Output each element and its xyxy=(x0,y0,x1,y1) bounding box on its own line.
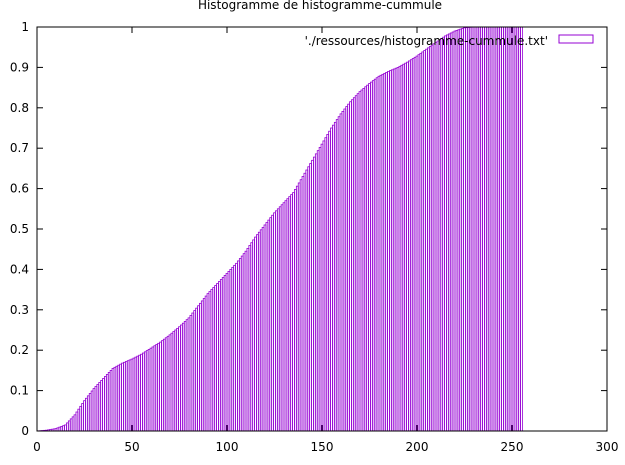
legend-label: './ressources/histogramme-cummule.txt' xyxy=(305,34,548,48)
x-tick-label: 200 xyxy=(406,440,429,454)
x-tick-label: 50 xyxy=(124,440,139,454)
y-tick-label: 0.1 xyxy=(10,384,29,398)
bar-series xyxy=(38,27,523,431)
chart-title: Histogramme de histogramme-cummule xyxy=(198,0,442,12)
y-tick-label: 1 xyxy=(21,20,29,34)
legend: './ressources/histogramme-cummule.txt' xyxy=(305,34,593,48)
y-tick-label: 0.8 xyxy=(10,101,29,115)
y-tick-label: 0.6 xyxy=(10,182,29,196)
y-tick-label: 0 xyxy=(21,424,29,438)
legend-swatch xyxy=(559,35,593,43)
x-tick-label: 300 xyxy=(596,440,619,454)
y-tick-label: 0.4 xyxy=(10,262,29,276)
y-tick-label: 0.5 xyxy=(10,222,29,236)
y-tick-label: 0.2 xyxy=(10,343,29,357)
x-axis: 0 50 100 150 200 250 300 xyxy=(33,27,618,454)
x-tick-label: 150 xyxy=(311,440,334,454)
plot-frame xyxy=(37,27,607,431)
y-tick-label: 0.3 xyxy=(10,303,29,317)
x-tick-label: 250 xyxy=(501,440,524,454)
x-tick-label: 0 xyxy=(33,440,41,454)
y-tick-label: 0.7 xyxy=(10,141,29,155)
x-tick-label: 100 xyxy=(216,440,239,454)
histogram-bar xyxy=(521,27,523,431)
y-tick-label: 0.9 xyxy=(10,60,29,74)
y-axis: 0 0.1 0.2 0.3 0.4 0.5 0.6 0.7 0.8 0.9 1 xyxy=(10,20,607,438)
